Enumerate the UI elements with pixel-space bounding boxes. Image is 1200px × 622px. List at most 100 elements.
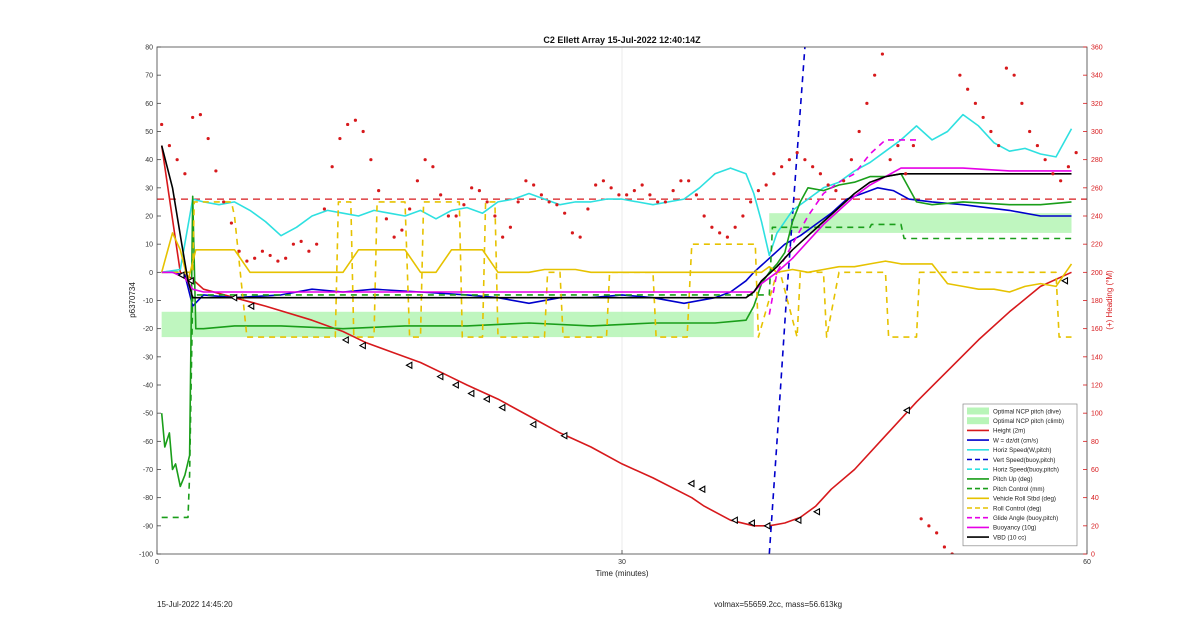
height-marker [405, 361, 413, 370]
heading-point [547, 200, 551, 204]
height-marker [498, 403, 506, 412]
heading-point [454, 214, 458, 218]
series-line-vehicle-roll-stbd-deg [160, 232, 1073, 293]
heading-point [1012, 73, 1016, 77]
heading-point [997, 143, 1001, 148]
series-line-vert-speed-buoy-pitch [768, 47, 806, 554]
heading-point [175, 158, 179, 162]
height-marker [812, 507, 821, 516]
heading-point [609, 186, 613, 190]
heading-point [679, 179, 683, 183]
x-tick-label: 0 [155, 559, 159, 566]
y2-tick-label: 320 [1091, 101, 1103, 108]
heading-point [400, 228, 404, 232]
heading-point [253, 256, 257, 260]
legend-label: Height (2m) [993, 428, 1025, 435]
footer-info: volmax=55659.2cc, mass=56.613kg [714, 600, 843, 609]
heading-point [663, 200, 668, 204]
heading-point [1028, 129, 1032, 134]
y2-tick-label: 260 [1091, 185, 1103, 192]
heading-point [671, 189, 675, 193]
heading-point [245, 259, 249, 263]
y2-axis-label: (+) Heading (°M) [1105, 270, 1114, 330]
y-tick-label: -40 [143, 383, 153, 390]
height-marker [763, 521, 771, 530]
legend-swatch [967, 417, 989, 425]
heading-point [160, 122, 164, 127]
heading-point [818, 172, 823, 176]
heading-point [710, 225, 714, 229]
series-line-buoyancy-10g [161, 167, 1072, 293]
y2-tick-label: 340 [1091, 73, 1103, 80]
y-tick-label: 70 [145, 73, 153, 80]
heading-point [1043, 158, 1047, 162]
y-tick-label: -80 [143, 495, 153, 502]
y2-tick-label: 300 [1091, 129, 1103, 136]
heading-point [439, 193, 443, 197]
series-line-horiz-speed-w-pitch [161, 113, 1073, 274]
height-marker [1060, 276, 1069, 285]
heading-point [392, 235, 396, 239]
legend-label: Roll Control (deg) [993, 505, 1042, 512]
heading-point [648, 193, 652, 197]
y-tick-label: -60 [143, 439, 153, 446]
height-marker [902, 406, 910, 415]
y2-tick-label: 140 [1091, 354, 1103, 361]
heading-point [718, 231, 722, 235]
legend-label: VBD (10 cc) [993, 534, 1026, 541]
heading-point [803, 158, 807, 162]
heading-point [276, 259, 280, 263]
heading-point [501, 235, 505, 239]
heading-point [470, 186, 474, 190]
heading-point [307, 249, 311, 253]
legend-label: Glide Angle (buoy,pitch) [993, 515, 1058, 522]
legend-label: Pitch Up (deg) [993, 476, 1033, 483]
heading-point [1051, 172, 1055, 176]
chart-legend: Optimal NCP pitch (dive) Optimal NCP pitc… [962, 403, 1078, 547]
y-tick-label: 20 [145, 214, 153, 221]
legend-swatch [967, 407, 989, 415]
heading-point [415, 179, 419, 183]
heading-point [555, 203, 559, 207]
heading-point [811, 165, 815, 169]
height-marker [698, 485, 706, 494]
heading-point [919, 517, 923, 521]
heading-point [625, 193, 629, 197]
heading-point [656, 200, 660, 204]
height-marker [529, 420, 537, 429]
height-marker [451, 381, 459, 389]
y-axis-label: p6370734 [128, 282, 137, 318]
heading-point [1020, 101, 1024, 105]
y2-tick-label: 120 [1091, 383, 1103, 390]
heading-point [578, 235, 582, 239]
y-tick-label: 10 [145, 242, 153, 249]
y2-tick-label: 20 [1091, 523, 1099, 530]
footer-timestamp: 15-Jul-2022 14:45:20 [157, 600, 233, 609]
heading-point [966, 87, 970, 91]
y-tick-label: 30 [145, 185, 153, 192]
height-marker [230, 293, 238, 302]
optimal-pitch-band [769, 213, 1072, 233]
x-tick-label: 60 [1083, 559, 1091, 566]
y-tick-label: -70 [143, 467, 153, 474]
legend-label: Optimal NCP pitch (dive) [993, 408, 1061, 415]
legend-label: Vert Speed(buoy,pitch) [993, 457, 1055, 464]
heading-point [532, 183, 536, 187]
heading-point [563, 211, 567, 215]
heading-point [741, 214, 745, 218]
heading-point [989, 129, 993, 134]
heading-point [524, 179, 528, 183]
heading-point [369, 158, 373, 162]
heading-point [772, 172, 776, 176]
y2-tick-label: 360 [1091, 45, 1103, 52]
heading-point [222, 200, 226, 204]
heading-point [315, 242, 319, 246]
heading-point [167, 143, 171, 148]
heading-point [423, 158, 427, 162]
heading-point [756, 189, 761, 193]
heading-point [284, 256, 288, 260]
y-tick-label: 40 [145, 157, 153, 164]
heading-point [570, 231, 575, 235]
height-marker [186, 276, 194, 285]
heading-point [493, 214, 497, 218]
